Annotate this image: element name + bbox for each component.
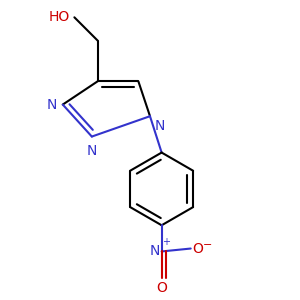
Text: N: N <box>154 119 165 133</box>
Text: O: O <box>192 242 203 256</box>
Text: −: − <box>203 240 212 250</box>
Text: HO: HO <box>49 10 70 24</box>
Text: N: N <box>87 144 97 158</box>
Text: N: N <box>150 244 160 258</box>
Text: +: + <box>162 237 170 247</box>
Text: N: N <box>46 98 57 112</box>
Text: O: O <box>156 280 167 295</box>
